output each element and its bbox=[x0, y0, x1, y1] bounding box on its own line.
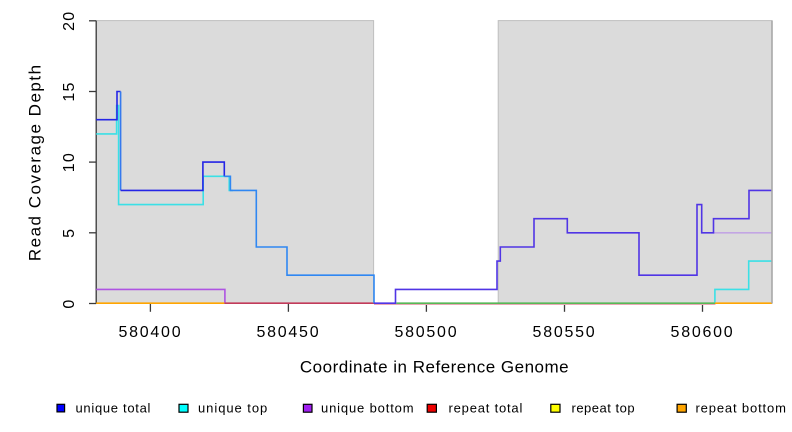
svg-text:repeat total: repeat total bbox=[449, 401, 524, 416]
svg-text:20: 20 bbox=[61, 11, 78, 31]
svg-text:0: 0 bbox=[61, 298, 78, 308]
svg-text:580550: 580550 bbox=[533, 324, 597, 341]
svg-text:unique total: unique total bbox=[76, 401, 152, 416]
svg-text:Coordinate in Reference Genome: Coordinate in Reference Genome bbox=[300, 358, 569, 377]
svg-text:15: 15 bbox=[61, 81, 78, 101]
svg-text:unique top: unique top bbox=[198, 401, 268, 416]
svg-text:unique bottom: unique bottom bbox=[321, 401, 414, 416]
svg-text:580400: 580400 bbox=[118, 324, 182, 341]
svg-text:repeat bottom: repeat bottom bbox=[696, 401, 787, 416]
svg-text:repeat top: repeat top bbox=[572, 401, 636, 416]
svg-text:580500: 580500 bbox=[394, 324, 458, 341]
svg-text:Read Coverage Depth: Read Coverage Depth bbox=[26, 63, 45, 261]
svg-text:10: 10 bbox=[61, 152, 78, 172]
svg-text:580600: 580600 bbox=[671, 324, 735, 341]
svg-text:580450: 580450 bbox=[256, 324, 320, 341]
svg-text:5: 5 bbox=[61, 228, 78, 238]
